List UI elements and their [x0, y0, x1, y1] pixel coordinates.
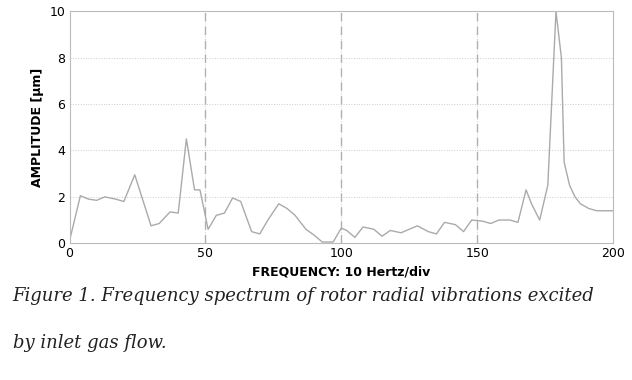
X-axis label: FREQUENCY: 10 Hertz/div: FREQUENCY: 10 Hertz/div — [252, 266, 430, 279]
Text: Figure 1. Frequency spectrum of rotor radial vibrations excited: Figure 1. Frequency spectrum of rotor ra… — [13, 287, 594, 305]
Y-axis label: AMPLITUDE [μm]: AMPLITUDE [μm] — [31, 68, 44, 187]
Text: by inlet gas flow.: by inlet gas flow. — [13, 334, 166, 352]
